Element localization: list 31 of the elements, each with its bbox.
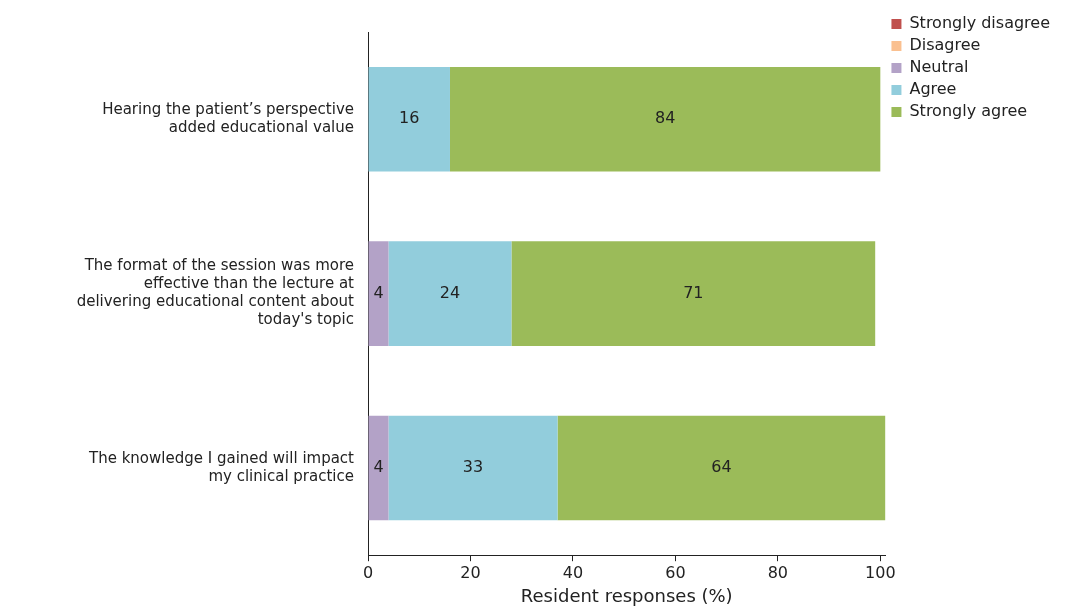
x-tick-label: 80 (767, 562, 789, 582)
data-label: 33 (462, 457, 484, 477)
x-tick-label: 100 (865, 562, 896, 582)
bar (388, 241, 512, 346)
legend-label: Disagree (909, 35, 981, 55)
data-label: 16 (399, 108, 420, 128)
bar (388, 415, 558, 521)
bar (368, 241, 389, 346)
bar (449, 66, 881, 172)
bar (511, 241, 876, 346)
data-label: 71 (683, 282, 704, 302)
bar (557, 415, 886, 521)
data-label: 24 (439, 282, 461, 302)
legend-label: Neutral (909, 57, 969, 77)
legend-label: Agree (909, 79, 957, 99)
y-tick-label: The knowledge I gained will impact my clinical practice (88, 448, 355, 485)
x-tick-label: 60 (665, 562, 686, 582)
data-label: 4 (373, 282, 384, 302)
legend-label: Strongly disagree (909, 13, 1051, 33)
x-tick-label: 20 (460, 562, 481, 582)
legend-label: Strongly agree (909, 101, 1028, 121)
bar (368, 66, 450, 172)
x-axis-title: Resident responses (%) (520, 584, 733, 606)
y-tick-label: Hearing the patient’s perspective added educational value (102, 100, 354, 137)
data-label: 84 (654, 108, 676, 128)
x-tick-label: 0 (362, 562, 374, 582)
data-label: 64 (711, 457, 732, 477)
bar (368, 415, 389, 521)
data-label: 4 (373, 457, 384, 477)
x-tick-label: 40 (562, 562, 584, 582)
y-tick-label: The format of the session was more effective than the lecture at delivering educational content about today's topic (76, 256, 355, 329)
